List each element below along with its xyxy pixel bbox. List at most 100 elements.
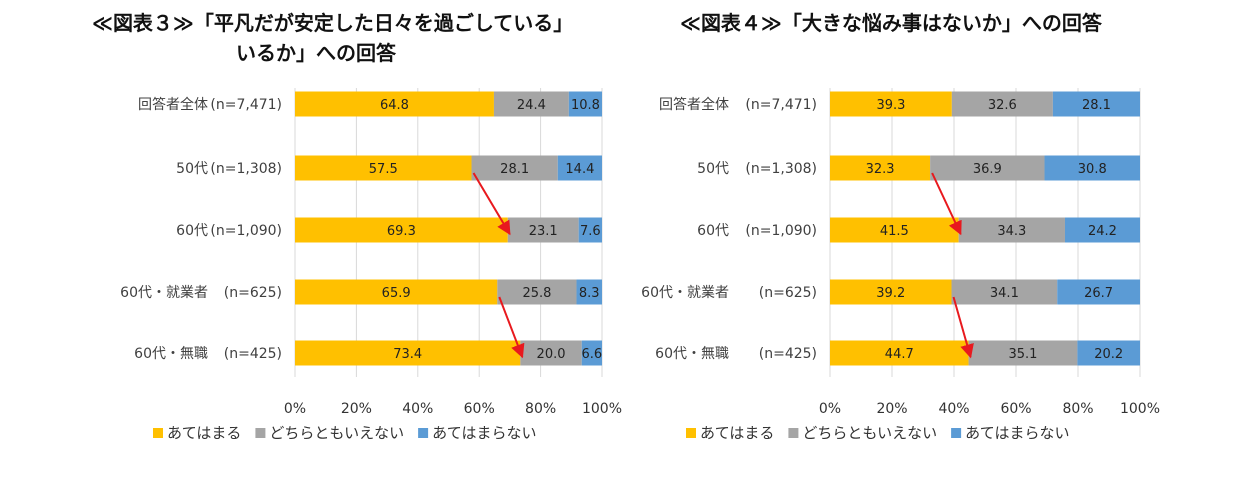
chart3-bar-segment bbox=[295, 155, 472, 181]
chart3-x-tick-label: 60% bbox=[464, 401, 495, 417]
chart4-data-label: 34.1 bbox=[990, 286, 1019, 301]
chart3-legend-label: どちらともいえない bbox=[269, 424, 404, 442]
chart4-title: ≪図表４≫「大きな悩み事はないか」への回答 bbox=[680, 11, 1102, 35]
chart4-n-label: (n=7,471) bbox=[745, 97, 817, 113]
chart4-bar-segment bbox=[830, 91, 952, 117]
chart3-bar-segment bbox=[471, 155, 558, 181]
chart4-data-label: 32.3 bbox=[866, 162, 895, 177]
chart4-n-label: (n=1,090) bbox=[745, 223, 817, 239]
chart4-x-tick-label: 60% bbox=[1000, 401, 1031, 417]
chart4-data-label: 44.7 bbox=[885, 347, 914, 362]
chart4-data-label: 35.1 bbox=[1008, 347, 1037, 362]
chart4-bar-segment bbox=[830, 217, 959, 243]
chart4-bar-segment bbox=[951, 279, 1058, 305]
chart3-x-tick-label: 100% bbox=[582, 401, 622, 417]
chart3-title-line1: ≪図表３≫「平凡だが安定した日々を過ごしている」 bbox=[92, 11, 574, 35]
chart4-bar-segment bbox=[930, 155, 1045, 181]
chart3-data-label: 73.4 bbox=[393, 347, 422, 362]
chart4-data-label: 32.6 bbox=[988, 98, 1017, 113]
chart4-bar-segment bbox=[830, 340, 969, 366]
chart4-data-label: 39.2 bbox=[876, 286, 905, 301]
chart3-n-label: (n=425) bbox=[224, 346, 282, 362]
chart3-trend-arrow bbox=[472, 172, 511, 236]
chart4-bar-segment bbox=[958, 217, 1065, 243]
chart3-data-label: 64.8 bbox=[380, 98, 409, 113]
chart4-data-label: 41.5 bbox=[880, 224, 909, 239]
chart4-x-tick-label: 80% bbox=[1062, 401, 1093, 417]
chart4-bar-segment bbox=[830, 155, 931, 181]
chart3-x-tick-label: 20% bbox=[341, 401, 372, 417]
chart3-category-label: 回答者全体 bbox=[138, 96, 208, 113]
chart4-legend-swatch bbox=[686, 428, 696, 438]
chart3-data-label: 69.3 bbox=[387, 224, 416, 239]
chart4-x-tick-label: 0% bbox=[819, 401, 841, 417]
chart4-data-label: 20.2 bbox=[1094, 347, 1123, 362]
chart3-category-label: 60代・就業者 bbox=[120, 285, 208, 301]
chart4-x-tick-label: 40% bbox=[938, 401, 969, 417]
chart3-data-label: 24.4 bbox=[517, 98, 546, 113]
chart4-bar-segment bbox=[1064, 217, 1140, 243]
chart3-legend-swatch bbox=[255, 428, 266, 438]
chart3-bar-segment bbox=[520, 340, 582, 366]
chart3-legend-label: あてはまる bbox=[167, 424, 241, 442]
chart4-bar-segment bbox=[968, 340, 1078, 366]
chart4-bar-segment bbox=[951, 91, 1053, 117]
chart3-bar-segment bbox=[578, 217, 602, 243]
chart4-trend-arrow bbox=[952, 296, 974, 359]
chart3-category-label: 50代 bbox=[176, 161, 208, 177]
chart4-legend-label: あてはまらない bbox=[965, 424, 1069, 442]
chart3-x-tick-label: 40% bbox=[402, 401, 433, 417]
chart3-n-label: (n=7,471) bbox=[210, 97, 282, 113]
chart3-n-label: (n=625) bbox=[224, 285, 282, 301]
chart4-x-tick-label: 100% bbox=[1120, 401, 1160, 417]
chart3-legend-swatch bbox=[153, 428, 163, 438]
chart3-bar-segment bbox=[568, 91, 602, 117]
chart4-data-label: 36.9 bbox=[973, 162, 1002, 177]
chart3-n-label: (n=1,090) bbox=[210, 223, 282, 239]
chart3-title-line2: いるか」への回答 bbox=[236, 41, 396, 65]
chart4-category-label: 50代 bbox=[697, 161, 729, 177]
chart4-bar-segment bbox=[1077, 340, 1140, 366]
chart3-bar-segment bbox=[497, 279, 577, 305]
chart4-legend-label: どちらともいえない bbox=[802, 424, 937, 442]
chart3-bar-segment bbox=[493, 91, 569, 117]
chart4-n-label: (n=625) bbox=[759, 285, 817, 301]
chart3-data-label: 65.9 bbox=[382, 286, 411, 301]
chart4-bar-segment bbox=[1057, 279, 1140, 305]
chart3-data-label: 6.6 bbox=[582, 347, 603, 362]
chart3-bar-segment bbox=[581, 340, 602, 366]
chart4-n-label: (n=1,308) bbox=[745, 161, 817, 177]
chart3-bar-segment bbox=[557, 155, 602, 181]
chart3-bar-segment bbox=[295, 340, 521, 366]
chart4-bar-segment bbox=[1044, 155, 1140, 181]
chart3-bar-segment bbox=[507, 217, 579, 243]
chart3-bar-segment bbox=[295, 217, 508, 243]
chart3-data-label: 28.1 bbox=[500, 162, 529, 177]
chart3-bar-segment bbox=[576, 279, 602, 305]
chart4-category-label: 回答者全体 bbox=[659, 96, 729, 113]
chart4-bar-segment bbox=[1052, 91, 1140, 117]
chart4-data-label: 28.1 bbox=[1082, 98, 1111, 113]
chart3-data-label: 57.5 bbox=[369, 162, 398, 177]
chart4-data-label: 34.3 bbox=[997, 224, 1026, 239]
chart4-category-label: 60代・就業者 bbox=[641, 285, 729, 301]
chart4-category-label: 60代・無職 bbox=[655, 346, 729, 362]
chart4-data-label: 24.2 bbox=[1088, 224, 1117, 239]
chart3-data-label: 10.8 bbox=[571, 98, 600, 113]
chart4-trend-arrow bbox=[931, 172, 962, 236]
chart4-data-label: 30.8 bbox=[1078, 162, 1107, 177]
chart3-category-label: 60代・無職 bbox=[134, 346, 208, 362]
chart3-x-tick-label: 80% bbox=[525, 401, 556, 417]
chart3-trend-arrow bbox=[498, 296, 525, 359]
chart3-legend-swatch bbox=[418, 428, 429, 438]
chart3-data-label: 23.1 bbox=[529, 224, 558, 239]
chart3-legend-label: あてはまらない bbox=[432, 424, 536, 442]
chart3-bar-segment bbox=[295, 279, 498, 305]
chart3-data-label: 20.0 bbox=[537, 347, 566, 362]
chart3-data-label: 8.3 bbox=[579, 286, 600, 301]
chart4-x-tick-label: 20% bbox=[876, 401, 907, 417]
chart3-data-label: 7.6 bbox=[580, 224, 601, 239]
chart3-x-tick-label: 0% bbox=[284, 401, 306, 417]
chart4-bar-segment bbox=[830, 279, 952, 305]
